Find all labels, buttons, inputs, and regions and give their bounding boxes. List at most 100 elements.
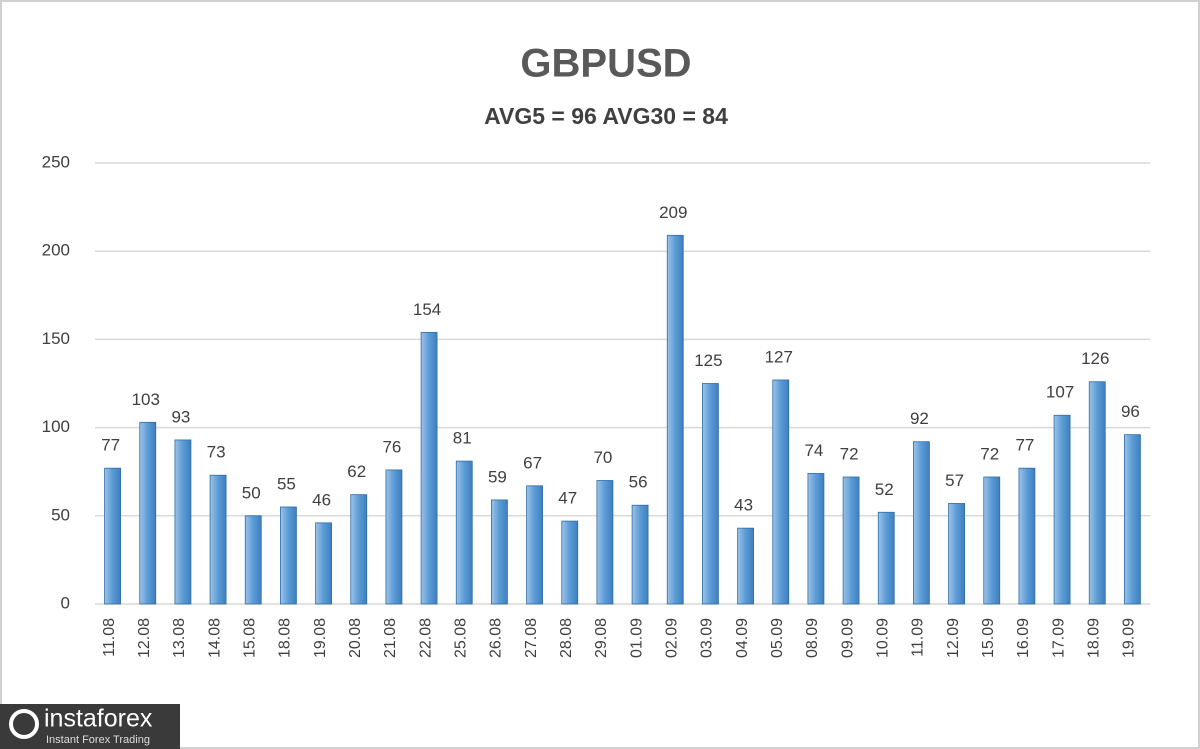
value-label: 56	[629, 473, 648, 492]
x-tick-label: 19.08	[312, 618, 329, 658]
bar	[139, 421, 157, 605]
bar	[842, 476, 860, 605]
bar	[350, 494, 368, 605]
value-label: 47	[558, 489, 577, 508]
x-tick-label: 03.09	[699, 618, 716, 658]
bar	[315, 522, 332, 605]
value-label: 126	[1081, 349, 1109, 368]
x-tick-label: 26.08	[488, 618, 505, 658]
bar	[1088, 381, 1106, 605]
value-label: 72	[840, 444, 859, 463]
value-label: 73	[207, 443, 226, 462]
value-label: 59	[488, 467, 507, 486]
value-label: 67	[523, 453, 542, 472]
x-tick-label: 28.08	[558, 618, 575, 658]
value-label: 107	[1046, 383, 1074, 402]
value-label: 92	[910, 409, 929, 428]
value-label: 43	[734, 496, 753, 515]
bar	[913, 441, 930, 605]
value-label: 77	[1015, 436, 1034, 455]
x-tick-label: 22.08	[417, 618, 434, 658]
bar	[1053, 414, 1071, 605]
bar	[983, 476, 1001, 605]
bar	[1124, 434, 1141, 605]
x-tick-label: 18.08	[277, 618, 294, 658]
chart-subtitle: AVG5 = 96 AVG30 = 84	[484, 103, 728, 129]
y-tick-label: 0	[61, 593, 70, 612]
bar	[420, 331, 438, 605]
bar	[737, 527, 754, 605]
bar	[491, 499, 508, 605]
x-tick-label: 04.09	[734, 618, 751, 658]
bar	[526, 485, 543, 605]
value-label: 81	[453, 429, 472, 448]
value-label: 70	[593, 448, 612, 467]
y-tick-label: 200	[42, 241, 70, 260]
value-label: 72	[980, 444, 999, 463]
bar	[244, 515, 262, 605]
value-label: 127	[765, 347, 793, 366]
value-label: 154	[413, 300, 441, 319]
bar	[280, 506, 297, 605]
x-tick-label: 02.09	[663, 618, 680, 658]
bar	[209, 474, 227, 605]
x-tick-label: 14.08	[206, 618, 223, 658]
x-tick-label: 19.09	[1121, 618, 1138, 658]
bar	[807, 473, 825, 605]
x-tick-label: 17.09	[1050, 618, 1067, 658]
value-label: 76	[382, 437, 401, 456]
x-tick-label: 10.09	[874, 618, 891, 658]
x-tick-label: 13.08	[171, 618, 188, 658]
y-tick-label: 50	[51, 505, 70, 524]
watermark: instaforex Instant Forex Trading	[0, 704, 180, 749]
value-label: 103	[132, 390, 160, 409]
x-tick-label: 15.09	[980, 618, 997, 658]
y-tick-label: 150	[42, 329, 70, 348]
value-label: 209	[659, 203, 687, 222]
y-tick-label: 100	[42, 417, 70, 436]
bar	[772, 379, 790, 605]
bar	[596, 480, 614, 605]
watermark-logo	[9, 709, 39, 739]
watermark-brand: instaforex	[44, 705, 153, 733]
x-tick-label: 29.08	[593, 618, 610, 658]
x-tick-label: 12.09	[945, 618, 962, 658]
value-label: 96	[1121, 402, 1140, 421]
bar	[702, 383, 719, 605]
x-tick-label: 16.09	[1015, 618, 1032, 658]
x-tick-label: 15.08	[241, 618, 258, 658]
x-tick-label: 12.08	[136, 618, 153, 658]
value-label: 125	[694, 351, 722, 370]
value-label: 93	[171, 407, 190, 426]
x-tick-label: 11.09	[910, 618, 927, 657]
bar	[631, 504, 649, 605]
x-tick-label: 08.09	[804, 618, 821, 658]
x-tick-label: 21.08	[382, 618, 399, 658]
value-label: 62	[347, 462, 366, 481]
bar	[561, 520, 579, 605]
x-tick-label: 01.09	[628, 618, 645, 658]
x-tick-label: 20.08	[347, 618, 364, 658]
bar	[948, 503, 965, 605]
x-tick-label: 25.08	[452, 618, 469, 658]
value-label: 57	[945, 471, 964, 490]
x-tick-label: 27.08	[523, 618, 540, 658]
value-label: 52	[875, 480, 894, 499]
value-label: 46	[312, 490, 331, 509]
value-label: 74	[804, 441, 823, 460]
bar	[104, 467, 121, 605]
y-tick-label: 250	[42, 152, 70, 171]
x-tick-label: 05.09	[769, 618, 786, 658]
bar	[1018, 467, 1036, 605]
x-tick-label: 18.09	[1085, 618, 1102, 658]
bar	[174, 439, 192, 605]
bar	[455, 460, 473, 605]
value-label: 77	[101, 436, 120, 455]
chart-title: GBPUSD	[520, 42, 691, 86]
value-label: 50	[242, 483, 261, 502]
x-tick-label: 11.08	[101, 618, 118, 657]
value-label: 55	[277, 474, 296, 493]
bar	[877, 511, 895, 605]
